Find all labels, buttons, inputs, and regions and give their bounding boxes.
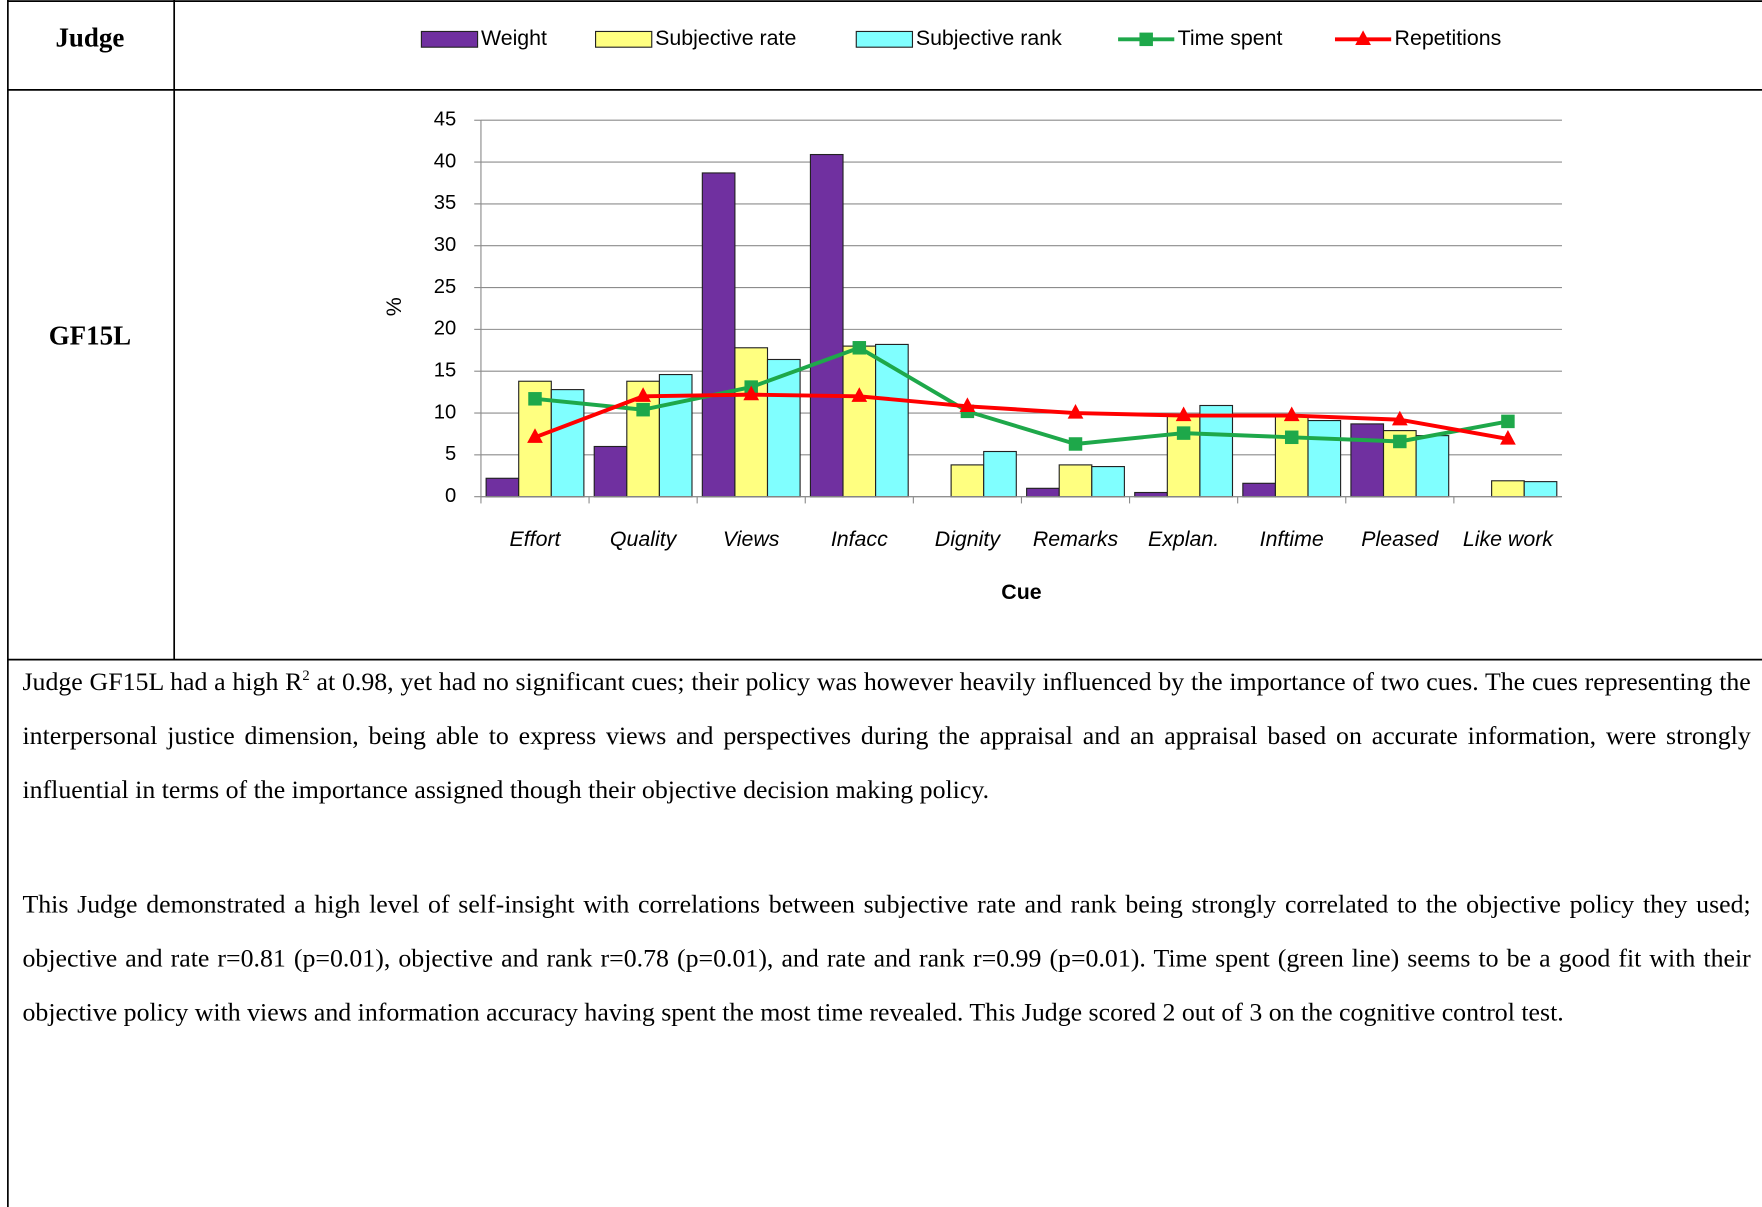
bar [658,373,693,498]
bar [875,343,909,498]
marker [1355,30,1371,45]
bar [593,445,628,498]
bar [1091,466,1125,498]
table-borders [7,0,1762,1207]
marker [635,387,651,402]
marker [1500,429,1516,445]
legend-label: Weight [481,26,547,50]
paragraph: Judge GF15L had a high R2 at 0.98, yet h… [22,655,1750,817]
y-tick-label: 35 [434,192,457,214]
legend-label: Subjective rate [655,26,796,50]
x-tick-label: Like work [1463,527,1554,551]
marker [959,397,976,412]
y-tick-label: 0 [445,485,456,507]
bar [550,389,585,498]
legend-swatch [595,30,653,48]
y-tick-label: 15 [434,360,457,382]
legend-label: Repetitions [1395,26,1502,50]
bar [1415,435,1450,498]
x-tick-label: Remarks [1033,527,1119,551]
x-tick-label: Effort [509,527,561,551]
x-tick-label: Views [723,527,780,551]
marker [1067,404,1084,419]
paragraph: This Judge demonstrated a high level of … [22,889,1751,1026]
bar [1274,414,1309,498]
marker [528,392,542,406]
y-tick-label: 20 [434,318,457,340]
x-tick-label: Infacc [831,527,888,551]
y-tick-label: 25 [434,276,457,298]
y-tick-label: 5 [445,443,456,465]
x-tick-label: Inftime [1260,527,1324,551]
text: Judge GF15L had a high R [22,667,303,696]
marker [1139,32,1153,47]
legend-label: Time spent [1178,26,1283,50]
marker [1283,406,1300,422]
bar [950,464,985,498]
bar [1058,464,1093,498]
y-axis-label: % [382,297,406,316]
marker [527,428,543,443]
bar [1350,423,1385,498]
marker [1176,426,1191,440]
bar [701,172,736,498]
marker [743,385,760,401]
x-tick-label: Explan. [1148,527,1219,551]
bar [1523,481,1558,498]
y-tick-label: 45 [434,109,457,131]
bar [1026,487,1060,498]
y-tick-label: 10 [434,401,457,423]
x-tick-label: Dignity [935,527,1002,551]
line [534,345,1509,446]
bar [1134,491,1168,498]
marker [851,387,868,402]
row-label: GF15L [49,320,131,350]
bar [983,450,1017,498]
document-text: Judge GF15L had a high R2 at 0.98, yet h… [22,655,1750,1100]
marker [1284,430,1299,445]
bar [485,477,520,498]
legend-swatch [855,30,914,48]
header-judge: Judge [55,23,124,53]
bar [842,345,877,498]
marker [1068,437,1083,451]
bar [1491,480,1525,498]
x-tick-label: Pleased [1361,527,1439,551]
y-tick-label: 40 [434,150,457,172]
legend-label: Subjective rank [916,26,1062,50]
bar [1242,482,1276,498]
bar [734,347,769,498]
marker [636,402,650,417]
legend-swatch [420,30,479,48]
marker [1501,414,1515,429]
superscript: 2 [302,666,310,684]
bar [1199,404,1234,498]
y-tick-label: 30 [434,234,457,256]
bar [766,358,801,498]
x-axis-label: Cue [1001,580,1041,604]
x-tick-label: Quality [610,527,678,551]
text: at 0.98, yet had no significant cues; th… [22,667,1751,804]
marker [1393,434,1407,449]
marker [852,341,867,355]
bar [809,153,844,498]
marker [1175,406,1192,422]
marker [1391,410,1408,426]
line [534,392,1509,441]
bar [1307,419,1342,498]
